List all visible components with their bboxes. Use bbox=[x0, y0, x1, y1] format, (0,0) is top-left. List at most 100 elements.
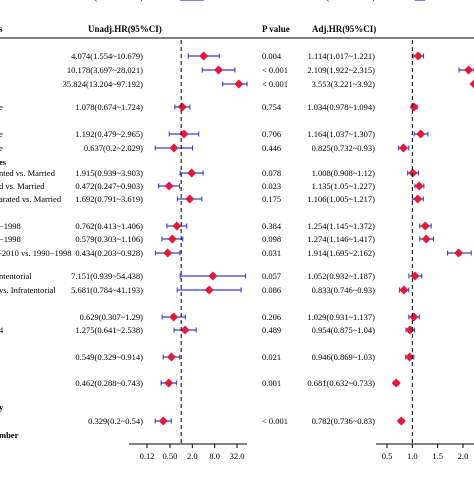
unadj-x-tick-label: 32.0 bbox=[230, 451, 245, 461]
p-value-text: 0.004 bbox=[262, 51, 282, 61]
adj-hr-text: 1.274(1.146~1.417) bbox=[307, 234, 375, 244]
unadj-hr-marker bbox=[169, 313, 178, 322]
row-label: d vs. Married bbox=[0, 181, 45, 191]
unadj-hr-marker bbox=[185, 195, 194, 204]
adj-hr-text: 0.946(0.869~1.03) bbox=[312, 352, 376, 362]
p-value-text: < 0.001 bbox=[262, 65, 288, 75]
adj-hr-header: Adj.HR(95%CI) bbox=[312, 24, 376, 34]
adj-hr-text: 1.164(1.037~1.307) bbox=[307, 129, 375, 139]
p-value-text: 0.706 bbox=[262, 129, 281, 139]
adj-hr-marker bbox=[470, 80, 474, 89]
adj-hr-text: 1.029(0.931~1.137) bbox=[307, 312, 375, 322]
p-value-text: 0.023 bbox=[262, 181, 281, 191]
adj-hr-text: 1.008(0.908~1.12) bbox=[312, 168, 376, 178]
unadj-hr-text: 1.915(0.939~3.903) bbox=[75, 168, 143, 178]
group-header-label: es bbox=[0, 157, 7, 167]
p-value-text: 0.021 bbox=[262, 352, 281, 362]
unadj-hr-marker bbox=[165, 182, 174, 191]
unadj-hr-marker bbox=[172, 222, 181, 231]
adj-hr-marker bbox=[421, 222, 430, 231]
row-label: nted vs. Married bbox=[0, 168, 56, 178]
adj-hr-text: 1.114(1.017~1.221) bbox=[308, 51, 375, 61]
row-label: e bbox=[0, 102, 3, 112]
p-value-text: 0.081 bbox=[262, 0, 281, 2]
unadj-hr-text: 7.151(0.939~54.438) bbox=[71, 271, 143, 281]
unadj-hr-text: 0.462(0.288~0.743) bbox=[75, 378, 143, 388]
unadj-x-tick-label: 0.12 bbox=[140, 451, 155, 461]
adj-hr-text: 1.254(1.145~1.372) bbox=[307, 221, 375, 231]
p-value-text: < 0.001 bbox=[262, 79, 288, 89]
adj-hr-marker bbox=[464, 66, 473, 75]
adj-hr-marker bbox=[399, 144, 408, 153]
unadj-hr-text: 4.074(1.554~10.679) bbox=[71, 51, 143, 61]
p-value-text: 0.001 bbox=[262, 378, 281, 388]
adj-x-tick-label: 2.0 bbox=[458, 451, 469, 461]
adj-hr-marker bbox=[397, 417, 406, 426]
unadj-hr-text: 1.945(0.922~4.105) bbox=[75, 0, 143, 2]
p-value-text: 0.206 bbox=[262, 312, 281, 322]
unadj-hr-text: 0.629(0.307~1.29) bbox=[80, 312, 144, 322]
p-value-text: 0.446 bbox=[262, 143, 281, 153]
unadj-hr-text: 0.762(0.413~1.406) bbox=[75, 221, 143, 231]
unadj-hr-marker bbox=[167, 353, 176, 362]
unadj-hr-text: 35.824(13.204~97.192) bbox=[63, 79, 144, 89]
p-value-text: 0.086 bbox=[262, 285, 281, 295]
unadj-hr-text: 10.178(3.697~28.021) bbox=[67, 65, 143, 75]
adj-hr-text: 1.914(1.695~2.162) bbox=[307, 248, 375, 258]
adj-hr-marker bbox=[422, 235, 431, 244]
unadj-hr-text: 0.472(0.247~0.903) bbox=[75, 181, 143, 191]
group-header-label: y bbox=[0, 402, 4, 412]
adj-hr-marker bbox=[406, 326, 415, 335]
unadj-hr-text: 1.692(0.791~3.619) bbox=[75, 194, 143, 204]
unadj-hr-marker bbox=[178, 103, 187, 112]
p-value-text: < 0.001 bbox=[262, 416, 288, 426]
unadj-hr-marker bbox=[169, 144, 178, 153]
unadj-hr-text: 1.275(0.641~2.538) bbox=[75, 325, 143, 335]
unadj-hr-marker bbox=[159, 417, 168, 426]
unadj-hr-header: Unadj.HR(95%CI) bbox=[88, 24, 162, 34]
unadj-hr-marker bbox=[199, 52, 208, 61]
adj-hr-text: 1.106(1.005~1.217) bbox=[307, 194, 375, 204]
unadj-hr-marker bbox=[208, 272, 217, 281]
adj-hr-text: 2.109(1.922~2.315) bbox=[307, 65, 375, 75]
adj-hr-text: 1.135(1.05~1.227) bbox=[312, 181, 376, 191]
unadj-hr-text: 0.637(0.2~2.029) bbox=[84, 143, 143, 153]
unadj-x-tick-label: 0.50 bbox=[163, 451, 178, 461]
unadj-hr-text: 0.434(0.203~0.928) bbox=[75, 248, 143, 258]
unadj-hr-marker bbox=[163, 249, 172, 258]
left-column-header: s bbox=[0, 24, 3, 34]
unadj-hr-text: 0.579(0.303~1.106) bbox=[75, 234, 143, 244]
row-label: arated vs. Married bbox=[0, 194, 62, 204]
adj-x-tick-label: 0.5 bbox=[382, 451, 393, 461]
p-value-text: 0.098 bbox=[262, 234, 281, 244]
unadj-x-tick-label: 2.0 bbox=[187, 451, 198, 461]
row-label: e bbox=[0, 129, 3, 139]
adj-hr-marker bbox=[410, 103, 419, 112]
unadj-hr-marker bbox=[234, 80, 243, 89]
unadj-hr-marker bbox=[205, 286, 214, 295]
row-label: vs. Infratentorial bbox=[0, 285, 56, 295]
adj-hr-text: 3.553(3.221~3.92) bbox=[312, 79, 376, 89]
adj-hr-marker bbox=[409, 313, 418, 322]
p-value-text: 0.031 bbox=[262, 248, 281, 258]
unadj-hr-text: 1.078(0.674~1.724) bbox=[75, 102, 143, 112]
adj-hr-text: 0.825(0.732~0.93) bbox=[312, 143, 376, 153]
row-label: ntentorial bbox=[0, 271, 32, 281]
p-value-text: 0.175 bbox=[262, 194, 281, 204]
unadj-hr-marker bbox=[214, 66, 223, 75]
adj-hr-marker bbox=[415, 182, 424, 191]
unadj-hr-marker bbox=[168, 235, 177, 244]
p-value-text: 0.384 bbox=[262, 221, 282, 231]
adj-x-tick-label: 1.0 bbox=[407, 451, 418, 461]
p-value-text: 0.078 bbox=[262, 168, 281, 178]
adj-x-tick-label: 1.5 bbox=[432, 451, 443, 461]
group-header-label: mber bbox=[0, 430, 19, 440]
unadj-hr-marker bbox=[181, 326, 190, 335]
adj-hr-marker bbox=[410, 272, 419, 281]
unadj-hr-text: 0.549(0.329~0.914) bbox=[75, 352, 143, 362]
adj-hr-marker bbox=[414, 52, 423, 61]
adj-hr-marker bbox=[454, 249, 463, 258]
